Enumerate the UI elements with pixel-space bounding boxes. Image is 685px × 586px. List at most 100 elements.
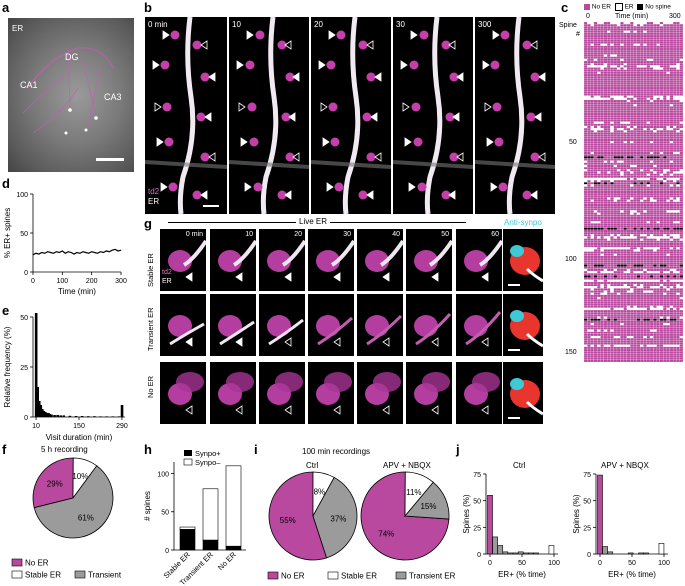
raster-cell: [649, 173, 654, 176]
raster-cell: [659, 34, 664, 38]
raster-cell: [676, 54, 680, 57]
raster-cell: [673, 67, 677, 70]
raster-cell: [643, 158, 647, 161]
arrowhead-open: [284, 40, 292, 50]
raster-cell: [620, 141, 624, 144]
raster-cell: [610, 208, 614, 211]
raster-cell: [613, 115, 618, 118]
hist-bar: [45, 413, 49, 417]
raster-cell: [623, 197, 627, 200]
raster-cell: [610, 169, 614, 172]
raster-cell: [673, 251, 677, 254]
raster-cell: [613, 227, 618, 230]
raster-cell: [659, 357, 664, 360]
raster-cell: [649, 338, 654, 341]
raster-cell: [603, 301, 608, 304]
raster-cell: [630, 273, 634, 276]
raster-cell: [620, 89, 624, 92]
raster-cell: [679, 231, 683, 235]
raster-cell: [597, 136, 601, 140]
raster-cell: [584, 255, 588, 259]
x-tick-label: 290: [116, 423, 128, 430]
raster-cell: [669, 225, 674, 228]
raster-cell: [656, 353, 660, 356]
raster-cell: [584, 223, 588, 226]
raster-cell: [640, 190, 644, 194]
raster-cell: [666, 71, 670, 75]
raster-cell: [630, 154, 634, 157]
raster-cell: [673, 296, 677, 300]
raster-cell: [630, 255, 634, 259]
raster-cell: [633, 223, 637, 226]
raster-cell: [643, 344, 647, 347]
raster-cell: [593, 84, 598, 88]
raster-cell: [643, 65, 647, 68]
raster-cell: [607, 359, 611, 362]
raster-cell: [584, 216, 588, 220]
raster-cell: [626, 93, 631, 96]
raster-cell: [673, 244, 677, 248]
raster-cell: [603, 338, 608, 341]
raster-cell: [656, 208, 660, 211]
raster-cell: [630, 357, 634, 360]
raster-cell: [640, 80, 644, 83]
raster-spine-label: Spine: [559, 22, 577, 29]
raster-cell: [620, 50, 624, 53]
raster-cell: [663, 335, 667, 339]
raster-cell: [659, 149, 664, 153]
raster-cell: [590, 236, 594, 239]
raster-cell: [659, 283, 664, 287]
raster-cell: [626, 305, 631, 308]
raster-cell: [593, 41, 598, 44]
raster-cell: [623, 32, 627, 36]
raster-cell: [646, 221, 651, 224]
spine-head: [334, 182, 344, 192]
raster-cell: [653, 67, 657, 70]
raster-cell: [633, 286, 637, 289]
raster-cell: [649, 242, 654, 246]
raster-cell: [643, 130, 647, 133]
raster-cell: [607, 32, 611, 36]
raster-cell: [613, 99, 618, 103]
raster-cell: [653, 91, 657, 94]
raster-cell: [659, 30, 664, 33]
raster-cell: [653, 43, 657, 46]
raster-cell: [603, 257, 608, 261]
raster-cell: [649, 221, 654, 224]
raster-cell: [646, 97, 651, 101]
raster-cell: [597, 273, 601, 276]
raster-cell: [600, 167, 604, 170]
raster-cell: [610, 58, 614, 62]
raster-cell: [643, 281, 647, 285]
raster-cell: [666, 82, 670, 85]
raster-cell: [633, 359, 637, 362]
raster-cell: [620, 249, 624, 252]
raster-cell: [590, 119, 594, 122]
raster-cell: [633, 264, 637, 267]
raster-cell: [630, 164, 634, 168]
raster-cell: [590, 95, 594, 98]
raster-cell: [587, 331, 591, 334]
raster-cell: [593, 327, 598, 330]
raster-cell: [656, 268, 660, 272]
raster-cell: [630, 160, 634, 163]
raster-cell: [643, 190, 647, 194]
raster-cell: [584, 138, 588, 142]
arrowhead-filled: [400, 60, 408, 70]
raster-cell: [620, 69, 624, 72]
raster-cell: [607, 355, 611, 358]
raster-cell: [587, 32, 591, 36]
raster-cell: [636, 134, 641, 137]
raster-cell: [666, 210, 670, 213]
raster-cell: [633, 234, 637, 237]
raster-cell: [616, 335, 621, 339]
raster-cell: [676, 206, 680, 209]
raster-cell: [623, 188, 627, 191]
raster-cell: [643, 210, 647, 213]
raster-cell: [616, 156, 621, 159]
raster-cell: [593, 160, 598, 163]
raster-cell: [590, 342, 594, 345]
raster-cell: [666, 305, 670, 308]
raster-cell: [640, 171, 644, 174]
raster-cell: [640, 296, 644, 300]
